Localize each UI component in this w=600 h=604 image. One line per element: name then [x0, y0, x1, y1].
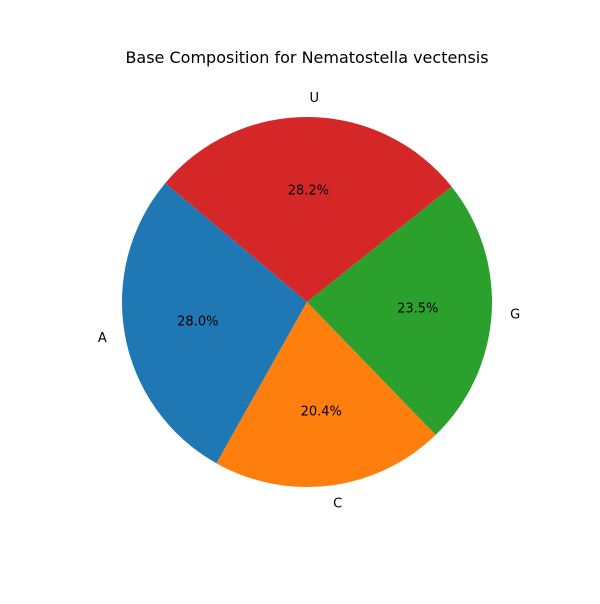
percent-label-a: 28.0% [177, 314, 218, 329]
percent-label-g: 23.5% [397, 302, 438, 317]
percent-label-c: 20.4% [301, 405, 342, 420]
pie-labels: A 28.0% C 20.4% G 23.5% U 28.2% [98, 91, 520, 511]
pie-slice-u [165, 116, 452, 302]
slice-label-g: G [510, 308, 520, 323]
chart-title: Base Composition for Nematostella vecten… [125, 48, 488, 67]
pie-slices [122, 116, 492, 487]
pie-slice-g [307, 186, 492, 435]
slice-label-u: U [310, 91, 320, 106]
percent-label-u: 28.2% [288, 184, 329, 199]
slice-label-a: A [98, 331, 107, 346]
slice-label-c: C [333, 496, 342, 511]
pie-slice-c [216, 302, 436, 487]
pie-slice-a [122, 183, 307, 464]
